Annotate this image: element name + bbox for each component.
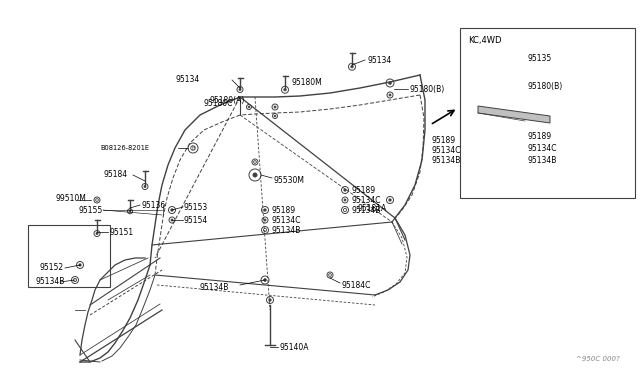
Circle shape — [509, 90, 511, 92]
Circle shape — [351, 65, 353, 68]
Text: 95134B: 95134B — [352, 205, 381, 215]
Text: 95134C: 95134C — [352, 196, 381, 205]
Circle shape — [264, 279, 266, 281]
Circle shape — [284, 89, 286, 91]
Text: 95184: 95184 — [103, 170, 127, 179]
Text: 95134C: 95134C — [272, 215, 301, 224]
Circle shape — [144, 186, 146, 187]
Circle shape — [269, 299, 271, 301]
Text: 95140A: 95140A — [280, 343, 310, 352]
Text: 95134B: 95134B — [35, 278, 65, 286]
Circle shape — [171, 209, 173, 211]
Circle shape — [388, 199, 391, 201]
Text: 95152: 95152 — [40, 263, 64, 273]
Text: 95180(B): 95180(B) — [410, 84, 445, 93]
Text: 95153: 95153 — [184, 202, 208, 212]
Circle shape — [248, 106, 250, 108]
Text: 95189: 95189 — [527, 131, 551, 141]
Circle shape — [509, 147, 511, 149]
Text: 95134B: 95134B — [272, 225, 301, 234]
Text: 95180M: 95180M — [292, 77, 323, 87]
Circle shape — [344, 199, 346, 201]
Bar — [28, 225, 110, 287]
Text: KC,4WD: KC,4WD — [468, 35, 502, 45]
Text: 95134: 95134 — [367, 55, 391, 64]
Text: 95135: 95135 — [527, 54, 551, 62]
Text: 95134C: 95134C — [432, 145, 461, 154]
Text: 95189: 95189 — [432, 135, 456, 144]
Circle shape — [274, 106, 276, 108]
Text: B08126-8201E: B08126-8201E — [100, 145, 149, 151]
Circle shape — [264, 209, 266, 211]
Text: 95134: 95134 — [176, 74, 200, 83]
Circle shape — [509, 135, 511, 137]
Text: B: B — [191, 145, 195, 151]
Text: 95134C: 95134C — [527, 144, 557, 153]
Text: 95151: 95151 — [109, 228, 133, 237]
Text: 99510M: 99510M — [55, 193, 86, 202]
Text: 95134B: 95134B — [432, 155, 461, 164]
Text: 95155: 95155 — [79, 205, 103, 215]
Text: 95181A: 95181A — [358, 203, 387, 212]
Circle shape — [264, 219, 266, 221]
Polygon shape — [478, 106, 550, 123]
Text: 95134B: 95134B — [200, 282, 229, 292]
Circle shape — [388, 81, 392, 84]
Circle shape — [171, 219, 173, 221]
Text: 95180(A): 95180(A) — [210, 96, 245, 105]
Circle shape — [129, 211, 131, 212]
Text: 95180C: 95180C — [204, 99, 233, 108]
Circle shape — [96, 232, 98, 235]
Circle shape — [274, 115, 276, 117]
Circle shape — [509, 61, 511, 63]
Circle shape — [253, 173, 257, 177]
Text: 95154: 95154 — [184, 215, 208, 224]
Text: ^950C 000?: ^950C 000? — [576, 356, 620, 362]
Circle shape — [508, 80, 511, 83]
Text: 95184C: 95184C — [342, 280, 371, 289]
Text: 95189: 95189 — [272, 205, 296, 215]
Text: 95134B: 95134B — [527, 155, 556, 164]
Text: 95136: 95136 — [141, 201, 165, 209]
Text: 95180(B): 95180(B) — [527, 81, 563, 90]
Text: 95530M: 95530M — [273, 176, 304, 185]
Circle shape — [344, 189, 346, 191]
Circle shape — [239, 89, 241, 90]
Circle shape — [389, 94, 391, 96]
Bar — [460, 28, 635, 198]
Text: 95189: 95189 — [352, 186, 376, 195]
Circle shape — [79, 264, 81, 266]
